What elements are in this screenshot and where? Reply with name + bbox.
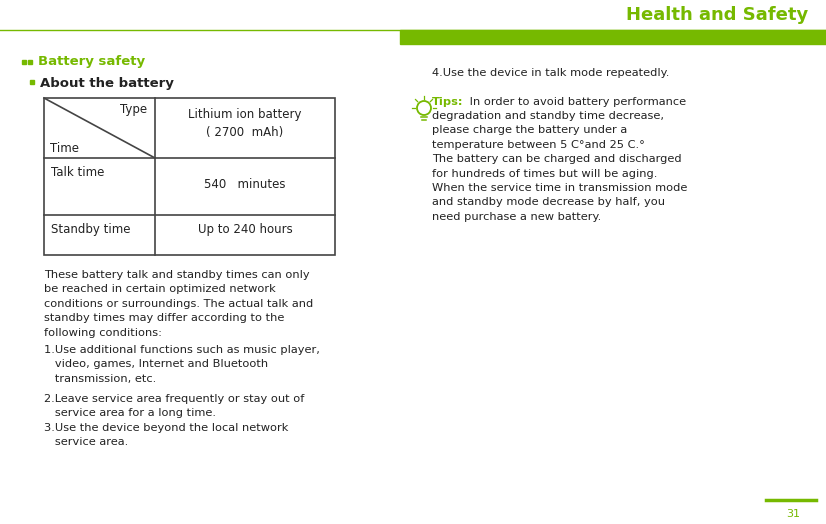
Text: 4.Use the device in talk mode repeatedly.: 4.Use the device in talk mode repeatedly… <box>432 68 669 78</box>
Text: Lithium ion battery: Lithium ion battery <box>188 108 301 121</box>
Bar <box>30 80 34 84</box>
Text: Talk time: Talk time <box>51 166 104 179</box>
Text: These battery talk and standby times can only
be reached in certain optimized ne: These battery talk and standby times can… <box>44 270 313 337</box>
Text: Time: Time <box>50 142 79 155</box>
Bar <box>22 60 26 64</box>
Text: 3.Use the device beyond the local network
   service area.: 3.Use the device beyond the local networ… <box>44 423 288 447</box>
Text: Tips:: Tips: <box>432 97 463 107</box>
Text: Standby time: Standby time <box>51 223 131 236</box>
Text: About the battery: About the battery <box>40 77 174 90</box>
Text: 540   minutes: 540 minutes <box>204 178 286 191</box>
Bar <box>44 98 335 255</box>
Text: 2.Leave service area frequently or stay out of
   service area for a long time.: 2.Leave service area frequently or stay … <box>44 394 304 418</box>
Text: 1.Use additional functions such as music player,
   video, games, Internet and B: 1.Use additional functions such as music… <box>44 345 320 384</box>
Bar <box>28 60 32 64</box>
Bar <box>400 30 826 44</box>
Text: degradation and standby time decrease,
please charge the battery under a
tempera: degradation and standby time decrease, p… <box>432 111 687 222</box>
Text: Health and Safety: Health and Safety <box>626 6 808 24</box>
Text: Battery safety: Battery safety <box>38 55 145 68</box>
Text: ( 2700  mAh): ( 2700 mAh) <box>206 126 283 139</box>
Text: 31: 31 <box>786 509 800 519</box>
Text: In order to avoid battery performance: In order to avoid battery performance <box>466 97 686 107</box>
Text: Up to 240 hours: Up to 240 hours <box>197 223 292 236</box>
Text: Type: Type <box>120 103 147 116</box>
